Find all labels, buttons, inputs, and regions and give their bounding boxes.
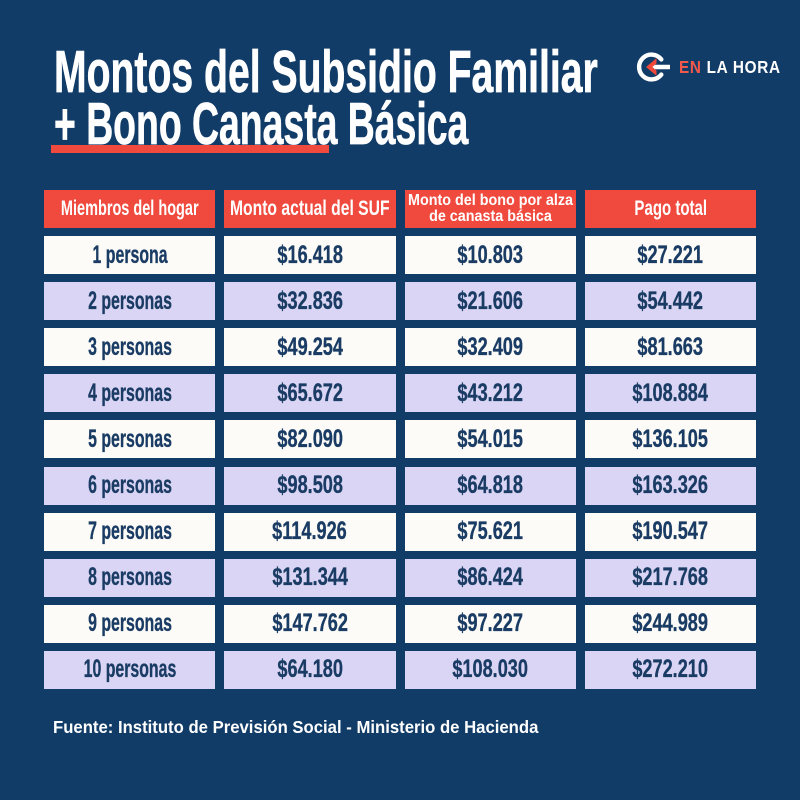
cell-text: $49.254 — [277, 332, 343, 361]
col-header-pago-total: Pago total — [584, 190, 756, 228]
cell-text: $75.621 — [457, 517, 523, 546]
title-underline — [51, 145, 329, 153]
cell-text: 5 personas — [87, 424, 172, 453]
row-9-value-cell: $97.227 — [404, 604, 576, 643]
row-10-value-cell: $108.030 — [404, 650, 576, 689]
cell-text: $82.090 — [277, 424, 343, 453]
row-6-value-cell: $64.818 — [404, 466, 576, 505]
cell-text: $27.221 — [637, 240, 704, 269]
row-5-value-cell: $82.090 — [224, 420, 396, 459]
cell-text: $16.418 — [277, 240, 343, 269]
row-1-value-cell: $10.803 — [404, 236, 576, 275]
enlahora-logo-icon — [636, 52, 670, 82]
cell-text: $21.606 — [457, 286, 523, 315]
cell-text: $147.762 — [272, 609, 348, 638]
cell-text: $163.326 — [632, 471, 709, 500]
row-6-value-cell: $163.326 — [584, 466, 756, 505]
cell-text: 2 personas — [87, 286, 172, 315]
col-header-monto-bono: Monto del bono por alza de canasta básic… — [404, 190, 576, 228]
row-7-value-cell: $114.926 — [224, 512, 396, 551]
subsidy-table: Miembros del hogar Monto actual del SUF … — [44, 190, 756, 689]
cell-text: $108.030 — [452, 655, 528, 684]
cell-text: 4 personas — [87, 378, 172, 407]
cell-text: $108.884 — [632, 378, 709, 407]
cell-text: $190.547 — [632, 517, 709, 546]
row-5-value-cell: $136.105 — [584, 420, 756, 459]
row-2-members-cell: 2 personas — [44, 282, 216, 321]
page-title-line1: Montos del Subsidio Familiar — [54, 38, 598, 105]
cell-text: $65.672 — [277, 378, 343, 407]
cell-text: $114.926 — [272, 517, 348, 546]
row-2-value-cell: $21.606 — [404, 282, 576, 321]
logo-wordmark: EN LA HORA — [679, 57, 781, 78]
row-1-members-cell: 1 persona — [44, 236, 216, 275]
cell-text: $217.768 — [632, 563, 709, 592]
cell-text: $64.180 — [277, 655, 343, 684]
row-7-members-cell: 7 personas — [44, 512, 216, 551]
row-3-value-cell: $49.254 — [224, 328, 396, 367]
enlahora-logo: EN LA HORA — [636, 50, 795, 84]
row-2-value-cell: $32.836 — [224, 282, 396, 321]
source-note: Fuente: Instituto de Previsión Social - … — [53, 717, 539, 737]
row-8-members-cell: 8 personas — [44, 558, 216, 597]
row-8-value-cell: $217.768 — [584, 558, 756, 597]
row-9-value-cell: $147.762 — [224, 604, 396, 643]
row-10-members-cell: 10 personas — [44, 650, 216, 689]
col-header-monto-suf: Monto actual del SUF — [224, 190, 396, 228]
row-4-members-cell: 4 personas — [44, 374, 216, 413]
row-9-value-cell: $244.989 — [584, 604, 756, 643]
row-3-value-cell: $81.663 — [584, 328, 756, 367]
cell-text: $81.663 — [637, 332, 704, 361]
cell-text: $136.105 — [632, 424, 709, 453]
row-3-members-cell: 3 personas — [44, 328, 216, 367]
cell-text: 8 personas — [87, 563, 172, 592]
col-header-miembros: Miembros del hogar — [44, 190, 216, 228]
cell-text: $54.015 — [457, 424, 523, 453]
cell-text: $32.409 — [457, 332, 523, 361]
cell-text: 7 personas — [87, 517, 172, 546]
cell-text: $131.344 — [272, 563, 348, 592]
cell-text: $244.989 — [632, 609, 709, 638]
cell-text: 1 persona — [92, 240, 168, 269]
row-6-members-cell: 6 personas — [44, 466, 216, 505]
cell-text: 10 personas — [83, 655, 176, 684]
cell-text: $97.227 — [457, 609, 523, 638]
row-4-value-cell: $65.672 — [224, 374, 396, 413]
row-1-value-cell: $27.221 — [584, 236, 756, 275]
page-title-line2: + Bono Canasta Básica — [54, 90, 469, 157]
cell-text: $32.836 — [277, 286, 343, 315]
row-2-value-cell: $54.442 — [584, 282, 756, 321]
cell-text: 3 personas — [87, 332, 172, 361]
row-4-value-cell: $43.212 — [404, 374, 576, 413]
cell-text: $98.508 — [277, 471, 343, 500]
row-4-value-cell: $108.884 — [584, 374, 756, 413]
cell-text: 9 personas — [87, 609, 172, 638]
row-5-value-cell: $54.015 — [404, 420, 576, 459]
row-7-value-cell: $75.621 — [404, 512, 576, 551]
row-3-value-cell: $32.409 — [404, 328, 576, 367]
cell-text: $64.818 — [457, 471, 523, 500]
cell-text: 6 personas — [87, 471, 172, 500]
row-1-value-cell: $16.418 — [224, 236, 396, 275]
cell-text: $272.210 — [632, 655, 709, 684]
row-6-value-cell: $98.508 — [224, 466, 396, 505]
row-10-value-cell: $64.180 — [224, 650, 396, 689]
row-7-value-cell: $190.547 — [584, 512, 756, 551]
cell-text: $43.212 — [457, 378, 523, 407]
logo-word-lahora: LA HORA — [701, 56, 781, 77]
cell-text: $86.424 — [457, 563, 523, 592]
row-10-value-cell: $272.210 — [584, 650, 756, 689]
row-9-members-cell: 9 personas — [44, 604, 216, 643]
cell-text: $10.803 — [457, 240, 523, 269]
logo-word-en: EN — [679, 56, 702, 77]
cell-text: $54.442 — [637, 286, 704, 315]
row-5-members-cell: 5 personas — [44, 420, 216, 459]
row-8-value-cell: $86.424 — [404, 558, 576, 597]
row-8-value-cell: $131.344 — [224, 558, 396, 597]
